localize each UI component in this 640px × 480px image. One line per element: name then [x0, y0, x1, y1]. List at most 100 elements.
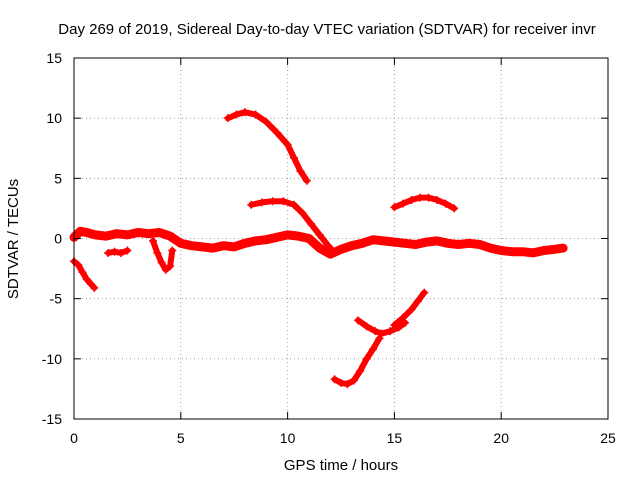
data-point-dip-4h [157, 258, 166, 267]
data-point-low-arc-c [413, 297, 422, 306]
data-point-arc-2h [123, 246, 132, 255]
data-point-early-dip [90, 283, 99, 292]
data-point-arc-3 [247, 200, 256, 209]
data-point-dip-4h [161, 265, 170, 274]
data-point-main-band [358, 239, 367, 248]
data-point-main-band [251, 236, 260, 245]
data-point-low-arc-b [330, 375, 339, 384]
data-point-dip-4h [149, 236, 158, 245]
data-point-main-band [475, 240, 484, 249]
data-point-arc-3 [257, 198, 266, 207]
data-point-early-dip [74, 260, 83, 269]
x-tick-label: 15 [387, 430, 403, 446]
y-tick-label: -5 [50, 291, 63, 307]
data-point-main-band [134, 228, 143, 237]
y-tick-label: 5 [54, 170, 62, 186]
data-point-low-arc-c [407, 305, 416, 314]
y-tick-label: 0 [54, 231, 62, 247]
data-point-main-band [369, 235, 378, 244]
data-point-main-band [272, 233, 281, 242]
data-point-main-band [443, 239, 452, 248]
data-point-dip-4h [166, 262, 175, 271]
data-point-main-band [112, 229, 121, 238]
data-point-early-dip [82, 275, 91, 284]
data-point-arc-high [232, 110, 241, 119]
data-point-arc-2h [116, 248, 125, 257]
data-point-main-band [262, 235, 271, 244]
data-point-arc-3 [330, 248, 339, 257]
data-point-arc-high [296, 167, 305, 176]
data-point-main-band [91, 230, 100, 239]
chart-title: Day 269 of 2019, Sidereal Day-to-day VTE… [58, 21, 595, 38]
x-tick-label: 20 [493, 430, 509, 446]
x-tick-label: 0 [70, 430, 78, 446]
data-point-main-band [518, 247, 527, 256]
x-tick-label: 10 [280, 430, 296, 446]
data-point-main-band [304, 234, 313, 243]
data-point-low-arc-b [337, 378, 345, 387]
data-point-low-arc-b [343, 380, 352, 389]
data-point-main-band [82, 228, 91, 237]
data-point-arc-3 [298, 209, 307, 218]
data-point-low-arc-b [375, 334, 384, 343]
data-point-main-band [411, 240, 420, 249]
data-point-arc-high [290, 153, 299, 162]
data-point-low-arc-b [349, 376, 358, 385]
data-point-main-band [144, 229, 153, 238]
data-point-dip-4h [168, 246, 177, 255]
y-axis-label: SDTVAR / TECUs [5, 179, 22, 299]
data-point-low-arc-a [362, 322, 371, 331]
data-point-arc-16h [433, 195, 442, 204]
data-point-main-band [379, 236, 388, 245]
data-point-main-band [422, 238, 431, 247]
data-point-main-band [166, 232, 175, 241]
data-point-early-dip [78, 268, 87, 277]
data-point-arc-3 [315, 230, 324, 239]
data-point-main-band [550, 245, 559, 254]
data-point-low-arc-a [354, 316, 363, 325]
data-point-main-band [539, 246, 548, 255]
data-point-arc-3 [307, 220, 316, 229]
data-point-low-arc-c [390, 321, 399, 330]
data-point-arc-2h [110, 247, 119, 256]
data-point-main-band [454, 240, 463, 249]
data-point-main-band [401, 239, 410, 248]
data-point-arc-16h [398, 199, 407, 208]
y-tick-label: -15 [42, 411, 62, 427]
data-point-arc-3 [268, 197, 277, 206]
y-tick-label: -10 [42, 351, 62, 367]
data-point-arc-3 [324, 241, 333, 250]
data-point-low-arc-a [371, 327, 380, 336]
x-tick-label: 5 [177, 430, 185, 446]
data-point-main-band [347, 241, 356, 250]
data-point-main-band [123, 230, 132, 239]
data-point-low-arc-b [356, 366, 365, 375]
data-point-main-band [433, 236, 442, 245]
series-group [69, 108, 568, 389]
data-point-low-arc-c [398, 313, 407, 322]
data-point-main-band [294, 232, 303, 241]
data-point-arc-high [223, 114, 232, 123]
data-point-arc-high [272, 128, 281, 137]
data-point-low-arc-a [377, 329, 386, 338]
data-point-main-band [283, 230, 292, 239]
series-arc-high [224, 109, 310, 184]
data-point-main-band [315, 244, 324, 253]
data-point-arc-16h [390, 203, 399, 212]
data-point-main-band [76, 227, 85, 236]
data-point-arc-16h [424, 193, 433, 202]
data-point-main-band [155, 228, 164, 237]
x-tick-label: 25 [600, 430, 616, 446]
data-point-arc-2h [104, 248, 113, 257]
data-point-main-band [529, 248, 538, 257]
y-tick-label: 15 [46, 50, 62, 66]
data-point-low-arc-b [369, 345, 378, 354]
x-axis-label: GPS time / hours [284, 457, 398, 474]
data-point-arc-16h [416, 193, 425, 202]
data-point-low-arc-a [386, 327, 395, 336]
data-point-main-band [240, 239, 249, 248]
data-point-main-band [176, 239, 185, 248]
data-point-low-arc-c [420, 288, 429, 297]
data-point-main-band [219, 241, 228, 250]
